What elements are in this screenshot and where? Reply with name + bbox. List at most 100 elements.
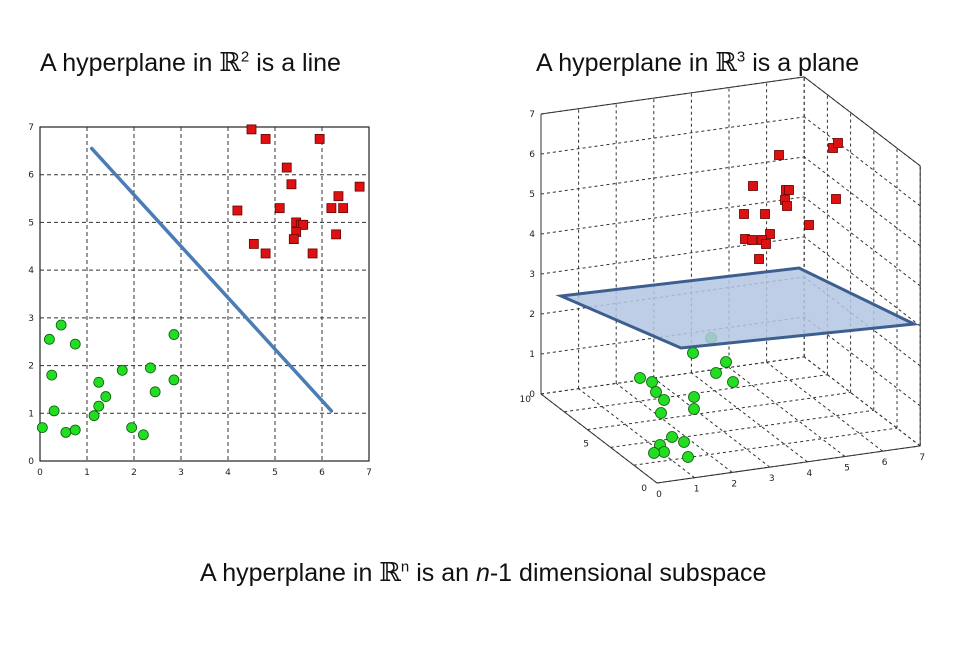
caption: A hyperplane in ℝn is an n-1 dimensional…: [200, 558, 767, 588]
green-point: [168, 374, 180, 386]
red-point: [232, 205, 243, 216]
x-tick-label: 1: [694, 485, 700, 495]
green-point: [69, 424, 81, 436]
green-point: [44, 333, 55, 345]
x-tick-label: 3: [769, 474, 775, 484]
red-point: [248, 238, 259, 249]
red-point: [331, 229, 342, 240]
gridline-back: [540, 156, 805, 195]
red-point: [354, 181, 365, 192]
x-tick-label: 0: [656, 490, 662, 500]
axis-edge: [540, 76, 805, 115]
red-point: [831, 194, 841, 204]
red-point: [754, 254, 764, 264]
green-point: [646, 376, 658, 388]
axis-edge: [803, 76, 921, 167]
right-chart-title: A hyperplane in ℝ3 is a plane: [536, 48, 860, 78]
green-point: [93, 400, 105, 412]
x-tick-label: 4: [807, 469, 813, 479]
red-point: [828, 143, 838, 153]
red-point: [765, 229, 775, 239]
red-point: [298, 219, 309, 230]
y-tick-label: 0: [28, 457, 34, 467]
green-point: [46, 369, 58, 381]
red-point: [281, 162, 292, 173]
green-point: [126, 422, 138, 434]
green-point: [100, 391, 112, 402]
z-tick-label: 3: [529, 270, 535, 280]
red-point: [804, 220, 814, 230]
red-point: [338, 203, 349, 214]
gridline-floor: [633, 427, 898, 466]
red-point: [784, 185, 794, 195]
y-tick-label: 3: [28, 314, 34, 324]
green-point: [149, 386, 161, 398]
red-point: [333, 191, 344, 202]
y-tick-label: 2: [28, 362, 34, 372]
x-tick-label: 7: [919, 453, 925, 463]
red-point: [774, 150, 784, 160]
z-tick-label: 4: [529, 230, 535, 240]
red-point: [246, 124, 257, 135]
x-tick-label: 5: [272, 468, 278, 478]
green-point: [55, 319, 67, 331]
green-point: [168, 329, 180, 340]
green-point: [648, 447, 660, 459]
green-point: [678, 436, 690, 448]
gridline-floor: [766, 361, 883, 452]
red-point: [326, 203, 337, 214]
x-tick-label: 2: [131, 468, 137, 478]
z-tick-label: 5: [529, 190, 535, 200]
green-point: [634, 372, 646, 384]
green-point: [145, 362, 156, 374]
gridline-floor: [587, 392, 851, 431]
x-tick-label: 4: [225, 468, 231, 478]
red-point: [260, 248, 271, 259]
red-point: [833, 138, 843, 148]
x-tick-label: 1: [84, 468, 90, 478]
green-point: [137, 429, 149, 441]
gridline-floor: [653, 377, 771, 468]
green-point: [687, 347, 699, 359]
red-point: [260, 134, 271, 144]
gridline-floor: [691, 372, 808, 463]
y-tick-label: 6: [28, 171, 34, 181]
red-point: [314, 134, 325, 144]
red-point: [760, 209, 770, 219]
axis-edge: [656, 445, 921, 484]
green-point: [720, 356, 732, 368]
z-tick-label: 2: [529, 310, 535, 320]
gridline-floor: [610, 409, 874, 448]
z-tick-label: 6: [529, 150, 535, 160]
green-point: [658, 394, 670, 406]
x-tick-label: 5: [844, 464, 850, 474]
red-point: [288, 234, 299, 245]
red-point: [286, 179, 297, 190]
x-tick-label: 3: [178, 468, 184, 478]
green-point: [655, 407, 667, 419]
red-point: [307, 248, 318, 259]
gridline-floor: [803, 356, 921, 447]
green-point: [116, 364, 128, 376]
x-tick-label: 2: [731, 479, 737, 489]
green-point: [36, 422, 48, 434]
left-chart-title: A hyperplane in ℝ2 is a line: [40, 48, 341, 78]
green-point: [88, 410, 100, 422]
red-point: [747, 235, 757, 245]
green-point: [658, 446, 670, 458]
gridline-floor: [540, 356, 805, 395]
gridline-back: [540, 236, 805, 275]
gridline-side: [803, 196, 921, 287]
green-point: [727, 376, 739, 388]
green-point: [682, 451, 694, 463]
axis-edge: [540, 393, 658, 484]
gridline-side: [803, 116, 921, 207]
gridline-side: [803, 236, 921, 327]
separating-line: [89, 146, 334, 413]
green-point: [48, 405, 60, 417]
red-point: [274, 203, 285, 214]
x-tick-label: 6: [882, 458, 888, 468]
y-tick-label: 7: [28, 123, 34, 133]
